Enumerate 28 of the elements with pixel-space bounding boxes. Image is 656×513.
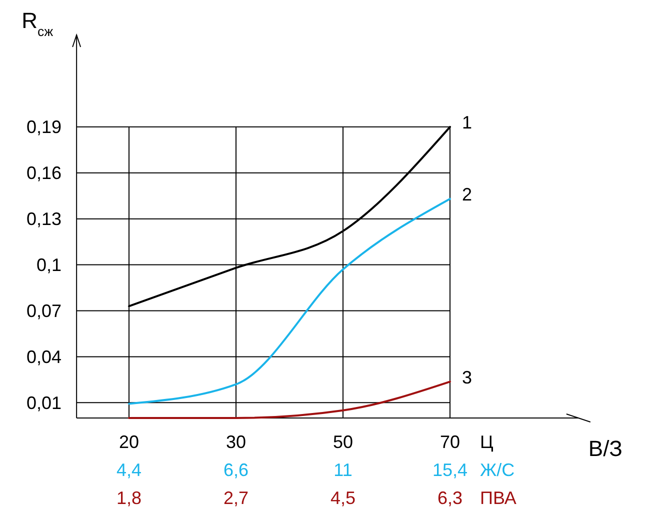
line-series	[128, 198, 451, 405]
x-tick-label: 50	[332, 432, 354, 452]
text: Ж/С	[480, 460, 515, 480]
text: 6,3	[437, 488, 463, 508]
text: 1,8	[116, 488, 142, 508]
y-tick-label: 0,19	[26, 117, 62, 138]
text: ПВА	[480, 488, 516, 508]
text: 2,7	[223, 488, 249, 508]
text: 4,5	[330, 488, 356, 508]
series-label: 2	[462, 184, 472, 205]
y-tick-label: 0,01	[26, 392, 62, 413]
x-axis-title: Ц	[480, 432, 494, 452]
y-axis-title: R$_{сж}$	[22, 8, 54, 38]
x-tick-label: 30	[226, 432, 246, 452]
series-label: 1	[462, 112, 472, 133]
text: В/З	[588, 436, 622, 461]
y-tick-label: 0,16	[26, 163, 62, 184]
text: 4,4	[116, 460, 142, 480]
y-tick-label: 0,1	[36, 255, 62, 276]
y-tick-label: 0,07	[26, 301, 62, 322]
text: 15,4	[432, 460, 468, 480]
y-tick-label: 0,04	[26, 347, 62, 368]
series-label: 3	[462, 367, 472, 388]
text: 6,6	[223, 460, 249, 480]
x-tick-label: 20	[118, 432, 140, 452]
text: 11	[334, 460, 352, 480]
x-tick-label: 70	[440, 432, 460, 452]
y-tick-label: 0,13	[26, 209, 62, 230]
